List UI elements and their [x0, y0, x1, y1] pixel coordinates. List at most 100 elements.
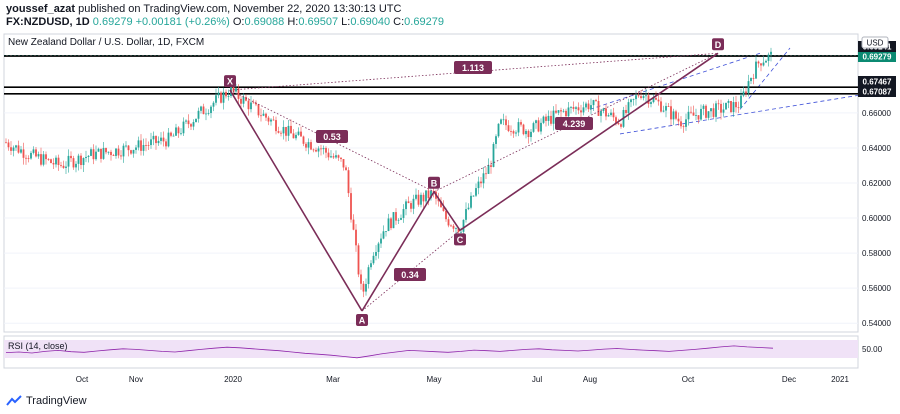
- candle-body-32: [85, 156, 87, 159]
- candle-body-23: [62, 165, 65, 168]
- candle-body-272: [685, 119, 687, 127]
- brand[interactable]: TradingView: [6, 395, 87, 407]
- rsi-line: [5, 345, 774, 359]
- candle-body-286: [720, 103, 722, 113]
- candle-body-264: [665, 106, 667, 111]
- candle-body-86: [220, 92, 222, 103]
- candle-body-19: [52, 163, 55, 165]
- candle-body-28: [75, 163, 77, 168]
- candle-body-202: [510, 131, 512, 132]
- candle-body-131: [332, 156, 335, 158]
- candle-body-239: [602, 108, 605, 111]
- y-axis: 0.54000 0.56000 0.58000 0.60000 0.62000 0.640…: [862, 109, 891, 328]
- xabcd-pattern: [229, 52, 719, 312]
- candle-body-15: [42, 154, 45, 165]
- pattern-leg-CD: [459, 52, 719, 231]
- candle-body-73: [187, 120, 190, 125]
- candle-body-136: [345, 167, 347, 171]
- candle-body-4: [15, 145, 17, 148]
- rsi-label: RSI (14, close): [8, 341, 68, 351]
- channel-line-2: [739, 47, 791, 110]
- candle-body-1: [7, 142, 10, 148]
- rsi-band: [4, 340, 858, 358]
- candle-body-195: [492, 143, 495, 167]
- candle-body-188: [475, 188, 477, 196]
- candle-body-141: [357, 245, 360, 275]
- x-tick-label-5: Jul: [532, 375, 542, 384]
- candle-body-283: [712, 108, 715, 117]
- symbol-label: FX:NZDUSD, 1D: [6, 16, 90, 28]
- pattern-leg-AB: [361, 191, 435, 312]
- candle-body-236: [595, 100, 597, 101]
- candle-body-243: [612, 112, 615, 118]
- candle-body-145: [367, 267, 370, 285]
- x-tick-label-2: 2020: [224, 375, 242, 384]
- candle-body-20: [55, 157, 57, 165]
- candle-body-7: [22, 149, 25, 158]
- point-label-A: A: [359, 315, 366, 325]
- candle-body-38: [100, 148, 102, 159]
- candle-body-259: [652, 97, 655, 103]
- candle-body-152: [385, 231, 387, 232]
- candle-body-82: [210, 106, 212, 114]
- candle-body-157: [397, 219, 400, 221]
- candle-body-122: [310, 142, 312, 150]
- candle-body-224: [565, 110, 567, 117]
- tradingview-logo-icon: [6, 395, 22, 406]
- candle-body-25: [67, 155, 70, 167]
- candle-body-65: [167, 132, 170, 147]
- pattern-leg-BC: [433, 191, 461, 231]
- candle-body-174: [440, 201, 442, 208]
- point-badge-A: [356, 313, 368, 326]
- candle-body-11: [32, 149, 35, 153]
- candle-body-106: [270, 119, 272, 122]
- candle-body-165: [417, 194, 420, 205]
- candle-body-153: [387, 218, 390, 232]
- author-name[interactable]: youssef_azat: [6, 3, 76, 15]
- candle-body-85: [217, 92, 220, 96]
- candle-body-198: [500, 119, 502, 124]
- candle-body-290: [730, 101, 732, 113]
- candle-body-151: [382, 231, 385, 239]
- x-tick-label-0: Oct: [76, 375, 89, 384]
- candle-body-124: [315, 149, 317, 152]
- candle-body-241: [607, 115, 610, 117]
- candle-body-45: [117, 148, 120, 156]
- candle-body-220: [555, 110, 557, 113]
- candle-body-121: [307, 142, 310, 148]
- candle-body-166: [420, 194, 422, 205]
- candle-body-33: [87, 155, 90, 157]
- price-tag-label-2: 0.67467: [863, 78, 892, 87]
- candle-body-63: [162, 137, 165, 142]
- candle-body-288: [725, 102, 727, 110]
- candle-body-57: [147, 145, 150, 146]
- channel-line-0: [589, 52, 761, 110]
- y-tick-label-4: 0.62000: [862, 179, 891, 188]
- candle-body-156: [395, 212, 397, 221]
- candle-body-276: [695, 115, 697, 117]
- candle-body-186: [470, 195, 472, 208]
- x-tick-label-6: Aug: [583, 375, 597, 384]
- candle-body-281: [707, 111, 710, 118]
- candle-body-92: [235, 88, 237, 92]
- candle-body-189: [477, 181, 480, 189]
- y-tick-label-1: 0.56000: [862, 284, 891, 293]
- candle-body-39: [102, 147, 105, 159]
- candle-body-234: [590, 105, 592, 110]
- candle-body-69: [177, 127, 180, 134]
- ohlc-line: FX:NZDUSD, 1D 0.69279 +0.00181 (+0.26%) …: [6, 16, 444, 28]
- candle-body-100: [255, 102, 257, 105]
- y-tick-label-5: 0.64000: [862, 144, 891, 153]
- candle-body-180: [455, 228, 457, 229]
- candle-body-230: [580, 110, 582, 113]
- candle-body-142: [360, 274, 362, 284]
- candle-body-123: [312, 149, 315, 151]
- candle-body-270: [680, 121, 682, 127]
- candle-body-260: [655, 97, 657, 100]
- candle-body-217: [547, 115, 550, 121]
- candle-body-42: [110, 151, 112, 156]
- candle-body-244: [615, 117, 617, 124]
- candle-body-125: [317, 148, 320, 152]
- currency-badge[interactable]: [861, 36, 889, 49]
